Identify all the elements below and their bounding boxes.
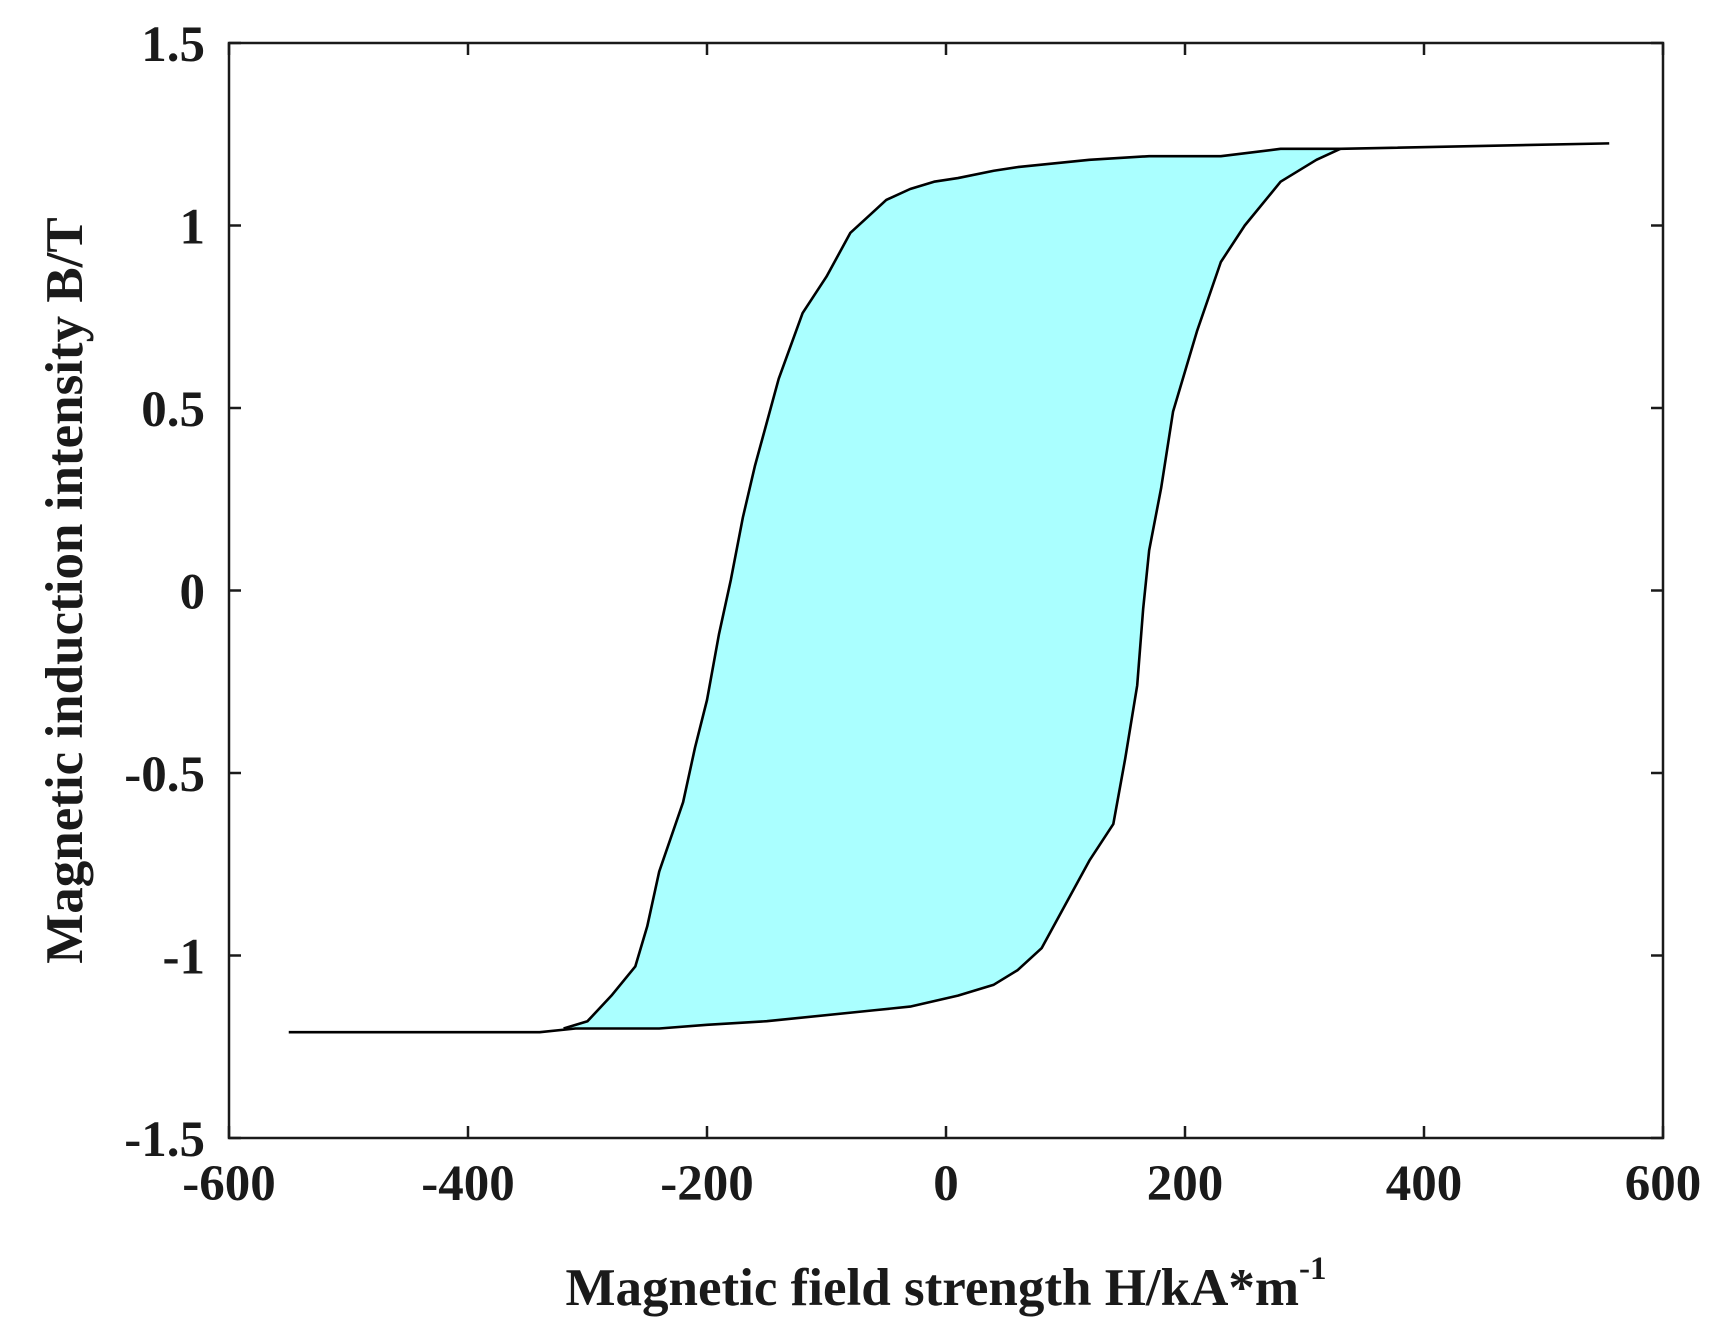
y-tick-label: 0.5 bbox=[141, 382, 205, 438]
y-tick-label: 1.5 bbox=[141, 17, 205, 73]
axis-ticks bbox=[227, 41, 1665, 1140]
y-axis-title: Magnetic induction intensity B/T bbox=[36, 217, 94, 963]
x-tick-label: -600 bbox=[182, 1156, 275, 1212]
x-tick-label: 600 bbox=[1625, 1156, 1702, 1212]
axis-tick-labels: -600 -400 -200 0 200 400 600 -1.5 -1 -0.5 0 0.5 1 1.5 bbox=[124, 17, 1701, 1212]
x-axis-title: Magnetic field strength H/kA*m-1 bbox=[565, 1251, 1326, 1317]
x-tick-label: 0 bbox=[933, 1156, 959, 1212]
plot-area bbox=[288, 142, 1610, 1034]
y-tick-label: -1.5 bbox=[124, 1112, 205, 1168]
descending-branch-line bbox=[563, 142, 1610, 1030]
x-tick-label: 400 bbox=[1386, 1156, 1463, 1212]
x-tick-label: -200 bbox=[660, 1156, 753, 1212]
x-axis-title-text: Magnetic field strength H/kA*m bbox=[565, 1259, 1299, 1317]
x-tick-label: 200 bbox=[1147, 1156, 1224, 1212]
ascending-branch-line bbox=[288, 147, 1341, 1034]
y-tick-label: -0.5 bbox=[124, 747, 205, 803]
y-tick-label: 0 bbox=[180, 565, 206, 621]
y-tick-label: -1 bbox=[163, 930, 205, 986]
x-tick-label: -400 bbox=[421, 1156, 514, 1212]
y-tick-label: 1 bbox=[180, 200, 206, 256]
hysteresis-loop-fill bbox=[539, 148, 1341, 1033]
x-axis-title-superscript: -1 bbox=[1299, 1251, 1327, 1287]
